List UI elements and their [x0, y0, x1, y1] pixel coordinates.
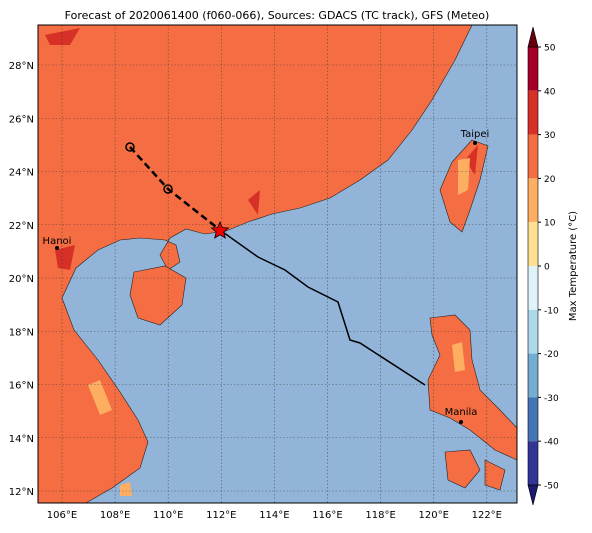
x-tick-label: 116°E: [312, 510, 342, 521]
x-tick-label: 122°E: [472, 510, 502, 521]
land: [37, 24, 518, 504]
colorbar-band: [528, 266, 538, 310]
y-tick-label: 20°N: [9, 274, 34, 285]
x-tick-label: 120°E: [418, 510, 448, 521]
x-tick-label: 110°E: [153, 510, 183, 521]
colorbar-band: [528, 441, 538, 485]
colorbar-tick-label: 0: [544, 263, 550, 273]
colorbar-label: Max Temperature (°C): [568, 211, 579, 321]
city-dot: [459, 420, 463, 424]
city-label: Hanoi: [43, 236, 72, 247]
colorbar-tick-label: -40: [544, 438, 559, 448]
x-tick-label: 106°E: [47, 510, 77, 521]
colorbar: 50 40 30 20 10 0 -10 -20 -30 -40 -50: [527, 26, 559, 506]
colorbar-frame: [527, 46, 539, 486]
colorbar-band: [528, 90, 538, 135]
y-tick-label: 14°N: [9, 434, 34, 445]
colorbar-band: [528, 309, 538, 354]
colorbar-tick-label: -30: [544, 394, 559, 404]
warm-areas: [88, 158, 470, 496]
y-tick-label: 24°N: [9, 168, 34, 179]
y-tick-label: 16°N: [9, 381, 34, 392]
colorbar-tick-label: 40: [544, 87, 556, 97]
map: Taipei Hanoi Manila: [37, 24, 518, 504]
colorbar-band: [528, 47, 538, 91]
map-frame: [37, 24, 518, 504]
city-dot: [473, 141, 477, 145]
hot-areas: [45, 28, 478, 270]
track-forecast: [129, 146, 221, 231]
y-tick-label: 22°N: [9, 221, 34, 232]
y-tick-label: 28°N: [9, 61, 34, 72]
colorbar-band: [528, 222, 538, 266]
title: Forecast of 2020061400 (f060-066), Sourc…: [65, 9, 490, 22]
x-tick-label: 108°E: [100, 510, 130, 521]
colorbar-extend-bottom: [527, 484, 539, 506]
x-tick-label: 114°E: [259, 510, 289, 521]
colorbar-band: [528, 397, 538, 442]
graticule: [38, 25, 517, 503]
track-point: [163, 184, 173, 194]
city-label: Taipei: [460, 129, 490, 140]
city-label: Manila: [445, 407, 478, 418]
track-point: [125, 142, 135, 152]
y-tick-label: 18°N: [9, 327, 34, 338]
y-tick-label: 12°N: [9, 487, 34, 498]
x-tick-label: 112°E: [206, 510, 236, 521]
y-tick-label: 26°N: [9, 114, 34, 125]
colorbar-band: [528, 178, 538, 223]
colorbar-band: [528, 134, 538, 179]
colorbar-extend-top: [527, 26, 539, 48]
city-dot: [55, 246, 59, 250]
colorbar-tick-label: -50: [544, 482, 559, 492]
x-tick-label: 118°E: [365, 510, 395, 521]
track-observed: [219, 229, 426, 386]
colorbar-tick-label: -10: [544, 306, 559, 316]
colorbar-tick-label: 30: [544, 131, 556, 141]
storm-position: [210, 220, 230, 239]
colorbar-tick-label: 10: [544, 219, 556, 229]
colorbar-tick-label: -20: [544, 350, 559, 360]
colorbar-tick-label: 20: [544, 175, 556, 185]
colorbar-band: [528, 353, 538, 398]
colorbar-tick-label: 50: [544, 44, 556, 54]
